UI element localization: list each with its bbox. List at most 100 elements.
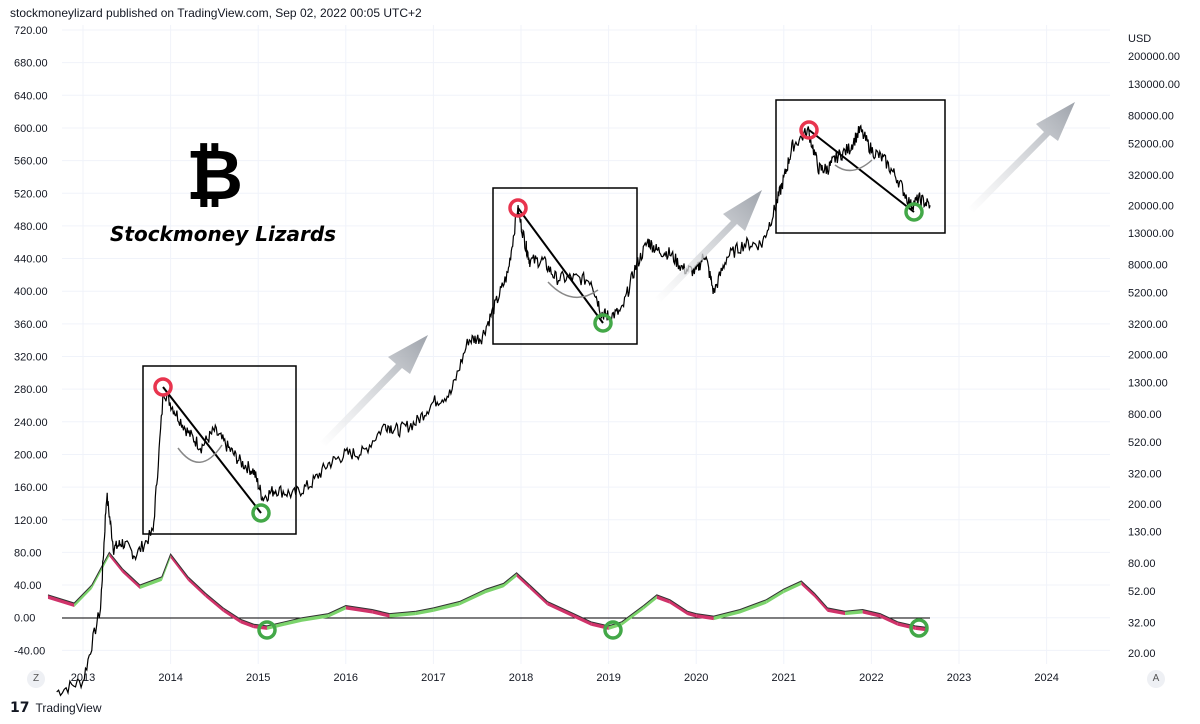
oscillator-band-segment <box>345 605 373 614</box>
right-axis-tick-label: 130.00 <box>1128 527 1162 539</box>
x-axis-tick-label: 2022 <box>859 672 883 684</box>
publisher-header: stockmoneylizard published on TradingVie… <box>10 6 422 20</box>
left-axis-tick-label: 0.00 <box>14 613 35 625</box>
price-series <box>56 124 931 697</box>
oscillator-band-segment <box>814 593 828 612</box>
osc-trough-circle-2019 <box>603 620 623 640</box>
price-line <box>56 124 931 697</box>
oscillator-band-segment <box>687 611 697 618</box>
oscillator-band-segment <box>240 619 254 629</box>
cycle-box-2014 <box>142 365 297 535</box>
trough-circle-2015 <box>251 503 271 523</box>
oscillator-band-segment <box>880 613 898 626</box>
right-axis: USD 200000.00 130000.00 80000.00 52000.00 320… <box>1128 33 1180 660</box>
right-axis-tick-label: 32000.00 <box>1128 170 1174 182</box>
left-axis-tick-label: -40.00 <box>14 645 45 657</box>
oscillator-band-segment <box>485 583 504 594</box>
right-axis-tick-label: 320.00 <box>1128 468 1162 480</box>
left-axis-tick-label: 600.00 <box>14 123 48 135</box>
left-axis-tick-label: 200.00 <box>14 449 48 461</box>
right-axis-tick-label: 5200.00 <box>1128 288 1168 300</box>
trough-circle-2018 <box>593 313 613 333</box>
right-axis-tick-label: 52000.00 <box>1128 138 1174 150</box>
right-axis-tick-label: 32.00 <box>1128 618 1156 630</box>
oscillator-band-segment <box>328 605 346 618</box>
cycle-box-2018 <box>492 187 638 345</box>
log-scale-left-button[interactable]: Z <box>27 670 45 688</box>
drawdown-line-2014 <box>162 386 262 514</box>
left-axis-tick-label: 280.00 <box>14 384 48 396</box>
right-axis-tick-label: 520.00 <box>1128 437 1162 449</box>
right-axis-tick-label: 52.00 <box>1128 586 1156 598</box>
oscillator-band-segment <box>801 580 815 598</box>
peak-circle-2021 <box>799 120 819 140</box>
oscillator-band-segment <box>643 594 657 610</box>
left-axis-tick-label: 400.00 <box>14 286 48 298</box>
x-axis-tick-label: 2024 <box>1034 672 1058 684</box>
oscillator-band-segment <box>170 554 189 581</box>
trough-circle-2022 <box>904 202 924 222</box>
cycle-box-2021 <box>775 99 946 234</box>
right-axis-tick-label: 80.00 <box>1128 558 1156 570</box>
oscillator-band-segment <box>188 576 206 598</box>
right-axis-unit: USD <box>1128 33 1151 45</box>
oscillator-band-segment <box>547 601 574 618</box>
tradingview-logo-icon: 17 <box>10 700 30 716</box>
oscillator-band-segment <box>205 593 224 612</box>
left-axis-tick-label: 640.00 <box>14 90 48 102</box>
right-axis-tick-label: 8000.00 <box>1128 260 1168 272</box>
oscillator-band-segment <box>139 576 162 590</box>
curve-arrow-2018 <box>547 281 599 299</box>
oscillator-band-segment <box>621 605 644 626</box>
left-axis-tick-label: 440.00 <box>14 254 48 266</box>
drawdown-line-2021 <box>808 129 915 213</box>
left-axis-tick-label: 520.00 <box>14 188 48 200</box>
right-axis-tick-label: 20.00 <box>1128 648 1156 660</box>
x-axis-tick-label: 2023 <box>947 672 971 684</box>
trend-arrow-1 <box>320 335 428 446</box>
right-axis-tick-label: 80000.00 <box>1128 110 1174 122</box>
right-axis-tick-label: 20000.00 <box>1128 200 1174 212</box>
left-axis-tick-label: 720.00 <box>14 25 48 37</box>
x-axis-tick-label: 2015 <box>246 672 270 684</box>
oscillator-band-segment <box>529 585 548 606</box>
peak-circle-2013 <box>153 377 173 397</box>
oscillator-band-segment <box>516 572 530 590</box>
brand-watermark: Stockmoney Lizards <box>110 222 337 246</box>
drawdown-line-2018 <box>517 207 604 324</box>
oscillator-line <box>47 551 929 628</box>
peak-circle-2017 <box>508 198 528 218</box>
oscillator-band-segment <box>433 601 460 612</box>
auto-scale-button[interactable]: A <box>1147 670 1165 688</box>
right-axis-tick-label: 130000.00 <box>1128 79 1180 91</box>
curve-arrow-2014 <box>177 444 223 463</box>
oscillator-band-segment <box>223 607 241 624</box>
right-axis-tick-label: 2000.00 <box>1128 350 1168 362</box>
left-axis-tick-label: 360.00 <box>14 319 48 331</box>
oscillator-series <box>47 551 929 632</box>
curve-arrow-2021 <box>834 159 873 172</box>
grid <box>62 25 1110 664</box>
oscillator-band-segment <box>415 607 434 616</box>
x-axis-tick-label: 2021 <box>772 672 796 684</box>
left-axis-tick-label: 160.00 <box>14 482 48 494</box>
osc-trough-circle-2022 <box>909 618 929 638</box>
oscillator-band-segment <box>302 613 329 622</box>
oscillator-band-segment <box>459 589 486 606</box>
osc-trough-circle-2015 <box>257 620 277 640</box>
oscillator-band-segment <box>827 607 846 616</box>
right-axis-tick-label: 200.00 <box>1128 499 1162 511</box>
x-axis-tick-label: 2019 <box>596 672 620 684</box>
right-axis-tick-label: 800.00 <box>1128 409 1162 421</box>
oscillator-band-segment <box>47 594 75 608</box>
oscillator-band-segment <box>656 594 670 604</box>
oscillator-band-segment <box>372 609 390 618</box>
right-axis-tick-label: 13000.00 <box>1128 228 1174 240</box>
x-axis: 2013 2014 2015 2016 2017 2018 2019 2020 2021 2022… <box>71 672 1059 684</box>
x-axis-tick-label: 2020 <box>684 672 708 684</box>
oscillator-band-segment <box>74 585 92 608</box>
oscillator-band-segment <box>573 613 592 626</box>
left-axis-tick-label: 320.00 <box>14 352 48 364</box>
oscillator-band-segment <box>766 589 784 604</box>
